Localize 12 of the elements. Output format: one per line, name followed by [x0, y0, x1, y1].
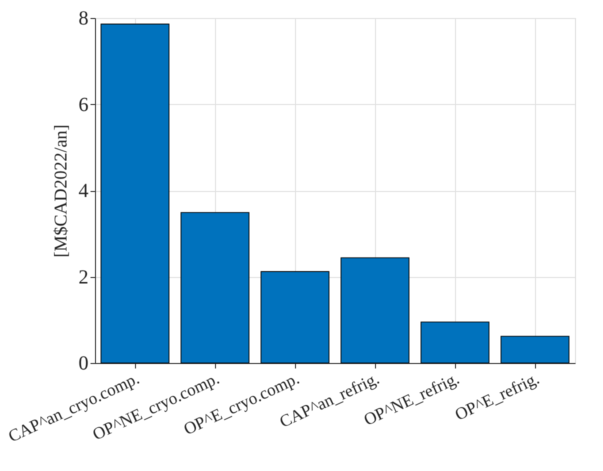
y-tick-label: 8: [78, 8, 88, 30]
y-tick-label: 2: [78, 266, 88, 288]
y-tick-label: 4: [78, 180, 88, 202]
bar: [100, 24, 170, 364]
bar: [180, 212, 250, 364]
bar: [420, 322, 490, 364]
bar: [500, 336, 570, 364]
y-axis-title: [M$CAD2022/an]: [50, 124, 70, 258]
y-tick-label: 6: [78, 94, 88, 116]
y-tick-label: 0: [78, 352, 88, 374]
bar: [260, 271, 330, 364]
bar: [340, 257, 410, 364]
